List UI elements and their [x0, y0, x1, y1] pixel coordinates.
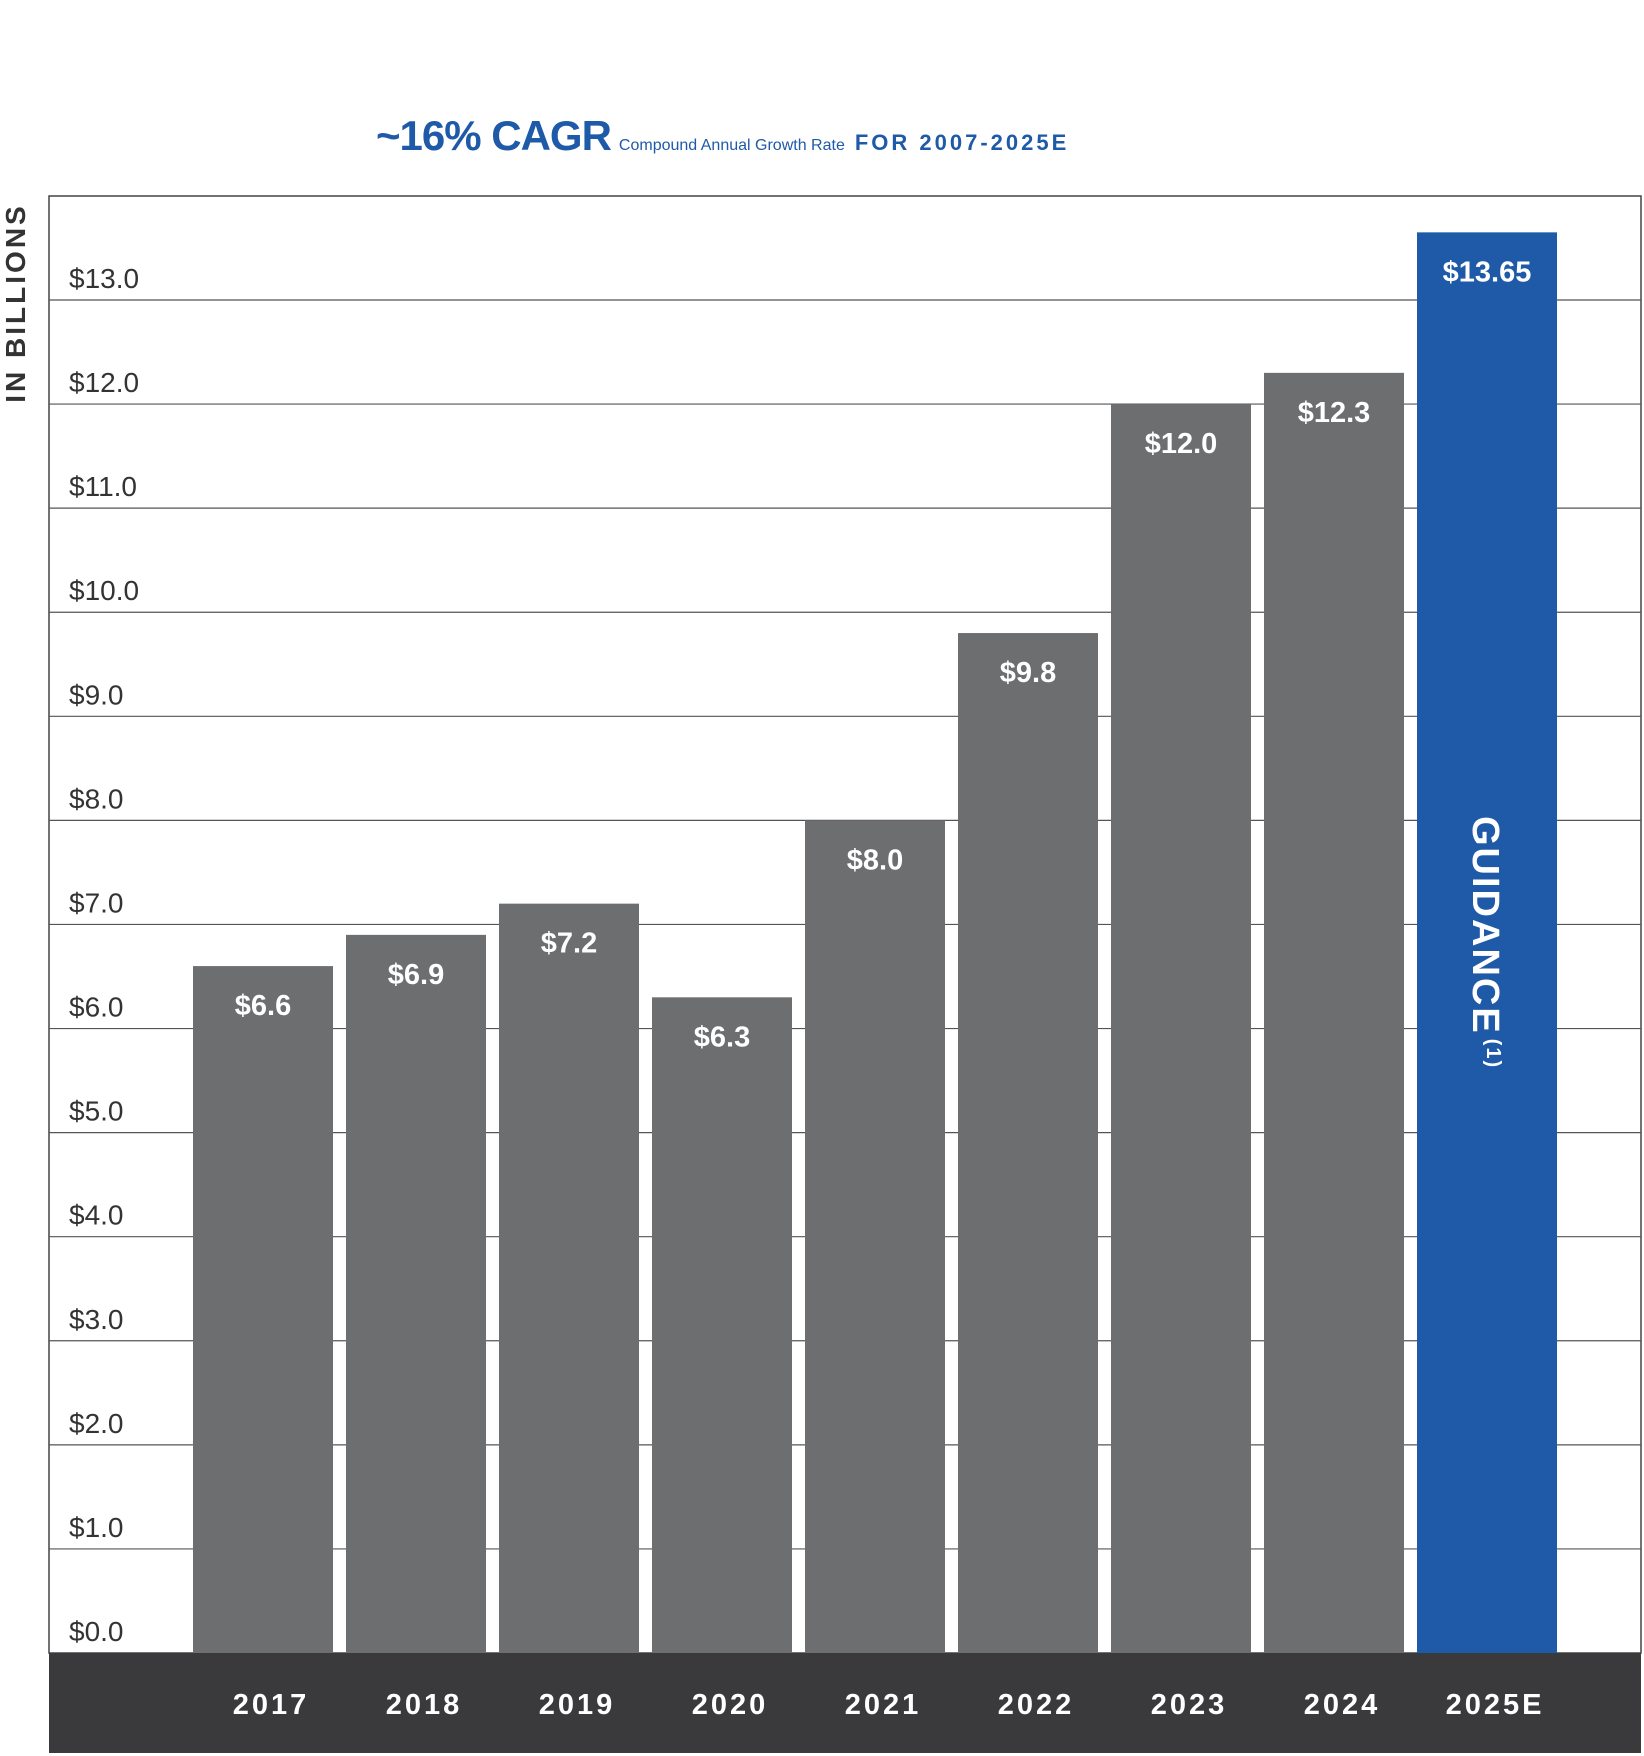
data-label: $7.2	[541, 928, 597, 960]
x-tick-label: 2022	[998, 1689, 1075, 1721]
y-tick-label: $0.0	[69, 1616, 124, 1647]
data-label: $6.9	[388, 959, 444, 991]
cagr-period: FOR 2007-2025E	[854, 130, 1070, 155]
x-tick-label: 2019	[539, 1689, 616, 1721]
y-tick-label: $11.0	[69, 471, 137, 502]
x-tick-label: 2025E	[1446, 1689, 1545, 1721]
data-label: $9.8	[1000, 657, 1056, 689]
data-label: $6.3	[694, 1021, 750, 1053]
guidance-annotation: GUIDANCE (1)	[1464, 816, 1506, 1069]
chart-title: ~16% CAGR Compound Annual Growth Rate FOR …	[376, 112, 1069, 160]
data-label: $12.3	[1298, 397, 1371, 429]
y-tick-label: $4.0	[69, 1200, 124, 1231]
y-tick-label: $2.0	[69, 1408, 124, 1439]
bar-2017	[193, 966, 333, 1653]
bar-2019	[499, 903, 639, 1653]
cagr-headline: ~16% CAGR	[376, 112, 612, 159]
x-tick-label: 2018	[386, 1689, 463, 1721]
x-tick-label: 2023	[1151, 1689, 1228, 1721]
x-tick-label: 2020	[692, 1689, 769, 1721]
x-tick-label: 2017	[233, 1689, 310, 1721]
y-tick-label: $12.0	[69, 367, 139, 398]
data-label: $13.65	[1443, 256, 1532, 288]
y-tick-label: $5.0	[69, 1096, 124, 1127]
y-tick-label: $3.0	[69, 1304, 124, 1335]
y-tick-label: $9.0	[69, 679, 124, 710]
guidance-footnote: (1)	[1482, 1039, 1504, 1069]
data-label: $8.0	[847, 844, 903, 876]
data-label: $6.6	[235, 990, 291, 1022]
bar-2024	[1264, 372, 1404, 1653]
y-tick-label: $7.0	[69, 887, 124, 918]
cagr-definition: Compound Annual Growth Rate	[618, 137, 845, 154]
bar-2025E	[1417, 232, 1557, 1654]
data-label: $12.0	[1145, 428, 1218, 460]
y-tick-label: $13.0	[69, 263, 139, 294]
y-tick-label: $8.0	[69, 783, 124, 814]
bar-2021	[805, 820, 945, 1653]
y-tick-label: $1.0	[69, 1512, 124, 1543]
bar-2020	[652, 997, 792, 1653]
y-tick-label: $6.0	[69, 992, 124, 1023]
bar-2022	[958, 633, 1098, 1653]
bar-2018	[346, 934, 486, 1653]
guidance-text: GUIDANCE	[1464, 816, 1506, 1035]
x-tick-label: 2021	[845, 1689, 922, 1721]
y-tick-label: $10.0	[69, 575, 139, 606]
bar-2023	[1111, 404, 1251, 1654]
x-tick-label: 2024	[1304, 1689, 1381, 1721]
x-axis-band	[49, 1653, 1641, 1753]
